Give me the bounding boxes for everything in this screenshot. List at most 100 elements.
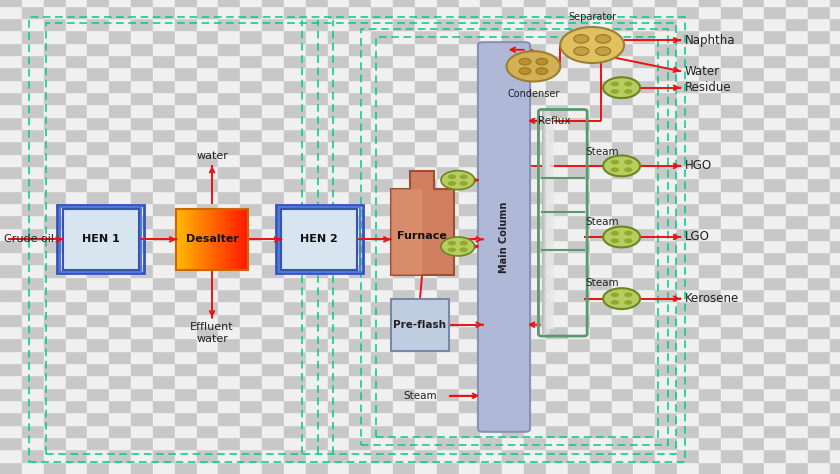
Bar	[44, 191, 66, 203]
Bar	[131, 363, 153, 375]
Bar	[175, 129, 197, 141]
Bar	[568, 18, 590, 30]
Bar	[153, 375, 175, 388]
Bar	[240, 154, 262, 166]
Bar	[262, 375, 284, 388]
Bar	[677, 0, 699, 6]
Bar	[109, 129, 131, 141]
Bar	[830, 67, 840, 80]
Bar	[87, 117, 109, 129]
Bar	[568, 166, 590, 178]
Bar	[721, 425, 743, 437]
Bar	[44, 6, 66, 18]
Bar	[218, 6, 240, 18]
Bar	[677, 400, 699, 412]
Bar	[0, 363, 22, 375]
Bar	[743, 43, 764, 55]
Bar	[218, 80, 240, 92]
Bar	[786, 30, 808, 43]
Bar	[546, 116, 554, 329]
Bar	[44, 228, 66, 240]
Bar	[262, 67, 284, 80]
Bar	[262, 129, 284, 141]
Bar	[677, 375, 699, 388]
Circle shape	[611, 292, 619, 297]
Bar	[262, 166, 284, 178]
Bar	[480, 277, 502, 289]
Bar	[328, 400, 349, 412]
FancyBboxPatch shape	[391, 299, 449, 351]
Bar	[459, 462, 480, 474]
Bar	[655, 117, 677, 129]
Bar	[721, 166, 743, 178]
Bar	[721, 462, 743, 474]
Bar	[699, 178, 721, 191]
Bar	[459, 388, 480, 400]
Bar	[721, 240, 743, 252]
Text: HEN 2: HEN 2	[301, 234, 338, 245]
Circle shape	[611, 160, 619, 164]
Bar	[66, 178, 87, 191]
Bar	[764, 363, 786, 375]
Bar	[808, 252, 830, 264]
Bar	[240, 178, 262, 191]
Bar	[415, 228, 437, 240]
Bar	[546, 18, 568, 30]
Bar	[109, 326, 131, 338]
Bar	[87, 351, 109, 363]
Bar	[284, 351, 306, 363]
Bar	[109, 6, 131, 18]
Bar	[175, 166, 197, 178]
Bar	[699, 314, 721, 326]
Bar	[677, 117, 699, 129]
Bar	[218, 43, 240, 55]
Bar	[175, 375, 197, 388]
Bar	[240, 264, 262, 277]
Bar	[349, 412, 371, 425]
Bar	[633, 252, 655, 264]
Bar	[349, 240, 371, 252]
Bar	[655, 129, 677, 141]
Bar	[153, 43, 175, 55]
Bar	[0, 326, 22, 338]
Bar	[612, 203, 633, 215]
Bar	[568, 326, 590, 338]
Bar	[240, 338, 262, 351]
Bar	[175, 80, 197, 92]
Bar	[198, 209, 202, 270]
Bar	[284, 43, 306, 55]
Bar	[677, 252, 699, 264]
Bar	[543, 111, 548, 334]
Bar	[371, 203, 393, 215]
Bar	[109, 215, 131, 228]
Bar	[677, 104, 699, 117]
Bar	[480, 6, 502, 18]
Bar	[66, 203, 87, 215]
Bar	[437, 375, 459, 388]
Bar	[612, 301, 633, 314]
Bar	[786, 289, 808, 301]
Bar	[415, 55, 437, 67]
Bar	[502, 178, 524, 191]
Bar	[524, 240, 546, 252]
Bar	[677, 301, 699, 314]
Bar	[175, 449, 197, 462]
Bar	[175, 18, 197, 30]
Bar	[743, 6, 764, 18]
Bar	[546, 92, 568, 104]
Bar	[677, 80, 699, 92]
Bar	[633, 375, 655, 388]
Bar	[349, 178, 371, 191]
Bar	[743, 425, 764, 437]
Bar	[743, 400, 764, 412]
Bar	[721, 104, 743, 117]
Bar	[415, 154, 437, 166]
Bar	[306, 129, 328, 141]
Bar	[480, 326, 502, 338]
Bar	[22, 6, 44, 18]
Bar	[306, 326, 328, 338]
Bar	[764, 277, 786, 289]
Bar	[371, 277, 393, 289]
Bar	[568, 351, 590, 363]
Circle shape	[624, 238, 633, 243]
